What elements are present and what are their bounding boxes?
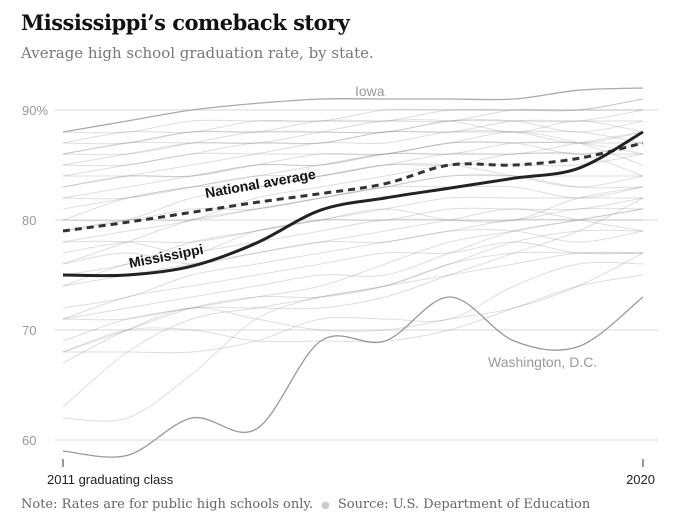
dc-line bbox=[62, 296, 644, 458]
state-line bbox=[62, 153, 644, 243]
state-line bbox=[62, 119, 643, 177]
state-line bbox=[62, 208, 644, 265]
chart-source: Source: U.S. Department of Education bbox=[337, 497, 591, 512]
state-line bbox=[62, 108, 643, 155]
state-line bbox=[62, 163, 644, 200]
state-line bbox=[62, 197, 644, 321]
state-line bbox=[62, 251, 644, 408]
state-line bbox=[62, 130, 644, 155]
state-line bbox=[62, 119, 644, 156]
state-line bbox=[62, 174, 644, 265]
x-tick-label: 2011 graduating class bbox=[47, 472, 174, 487]
state-line bbox=[62, 207, 644, 287]
x-tick-label: 2020 bbox=[626, 472, 655, 487]
state-line bbox=[62, 229, 644, 287]
state-line bbox=[62, 218, 643, 309]
state-line bbox=[62, 119, 644, 166]
state-line bbox=[62, 208, 644, 342]
chart-note: Note: Rates are for public high schools … bbox=[21, 497, 314, 512]
mississippi-line bbox=[62, 130, 644, 278]
state-line bbox=[62, 131, 644, 178]
state-line bbox=[62, 152, 643, 210]
y-tick-label: 70 bbox=[22, 323, 36, 338]
state-line bbox=[62, 130, 644, 188]
state-line bbox=[62, 252, 644, 364]
state-line bbox=[62, 261, 644, 354]
state-line bbox=[62, 185, 644, 232]
national-average-line bbox=[62, 141, 644, 233]
iowa-line bbox=[62, 87, 644, 133]
state-line bbox=[62, 141, 644, 167]
state-line bbox=[62, 196, 643, 254]
state-line bbox=[62, 229, 644, 353]
state-line bbox=[62, 131, 644, 199]
state-line bbox=[62, 274, 644, 353]
chart-footer: Note: Rates are for public high schools … bbox=[21, 497, 590, 512]
y-tick-label: 60 bbox=[22, 433, 36, 448]
state-line bbox=[62, 208, 644, 320]
chart-title: Mississippi’s comeback story bbox=[21, 10, 350, 35]
state-line bbox=[62, 109, 644, 145]
state-line bbox=[62, 98, 644, 144]
state-line bbox=[62, 151, 644, 232]
state-line bbox=[62, 141, 644, 188]
state-line bbox=[62, 197, 644, 276]
y-tick-label: 80 bbox=[22, 213, 36, 228]
dc-label: Washington, D.C. bbox=[488, 354, 597, 370]
state-line bbox=[62, 141, 643, 221]
state-line bbox=[62, 98, 644, 134]
separator-dot: ● bbox=[321, 500, 330, 511]
iowa-label: Iowa bbox=[355, 83, 385, 99]
y-tick-label: 90% bbox=[22, 103, 48, 118]
state-line bbox=[62, 186, 644, 254]
state-line bbox=[62, 251, 643, 422]
state-line bbox=[62, 241, 644, 320]
chart-subtitle: Average high school graduation rate, by … bbox=[21, 44, 374, 62]
